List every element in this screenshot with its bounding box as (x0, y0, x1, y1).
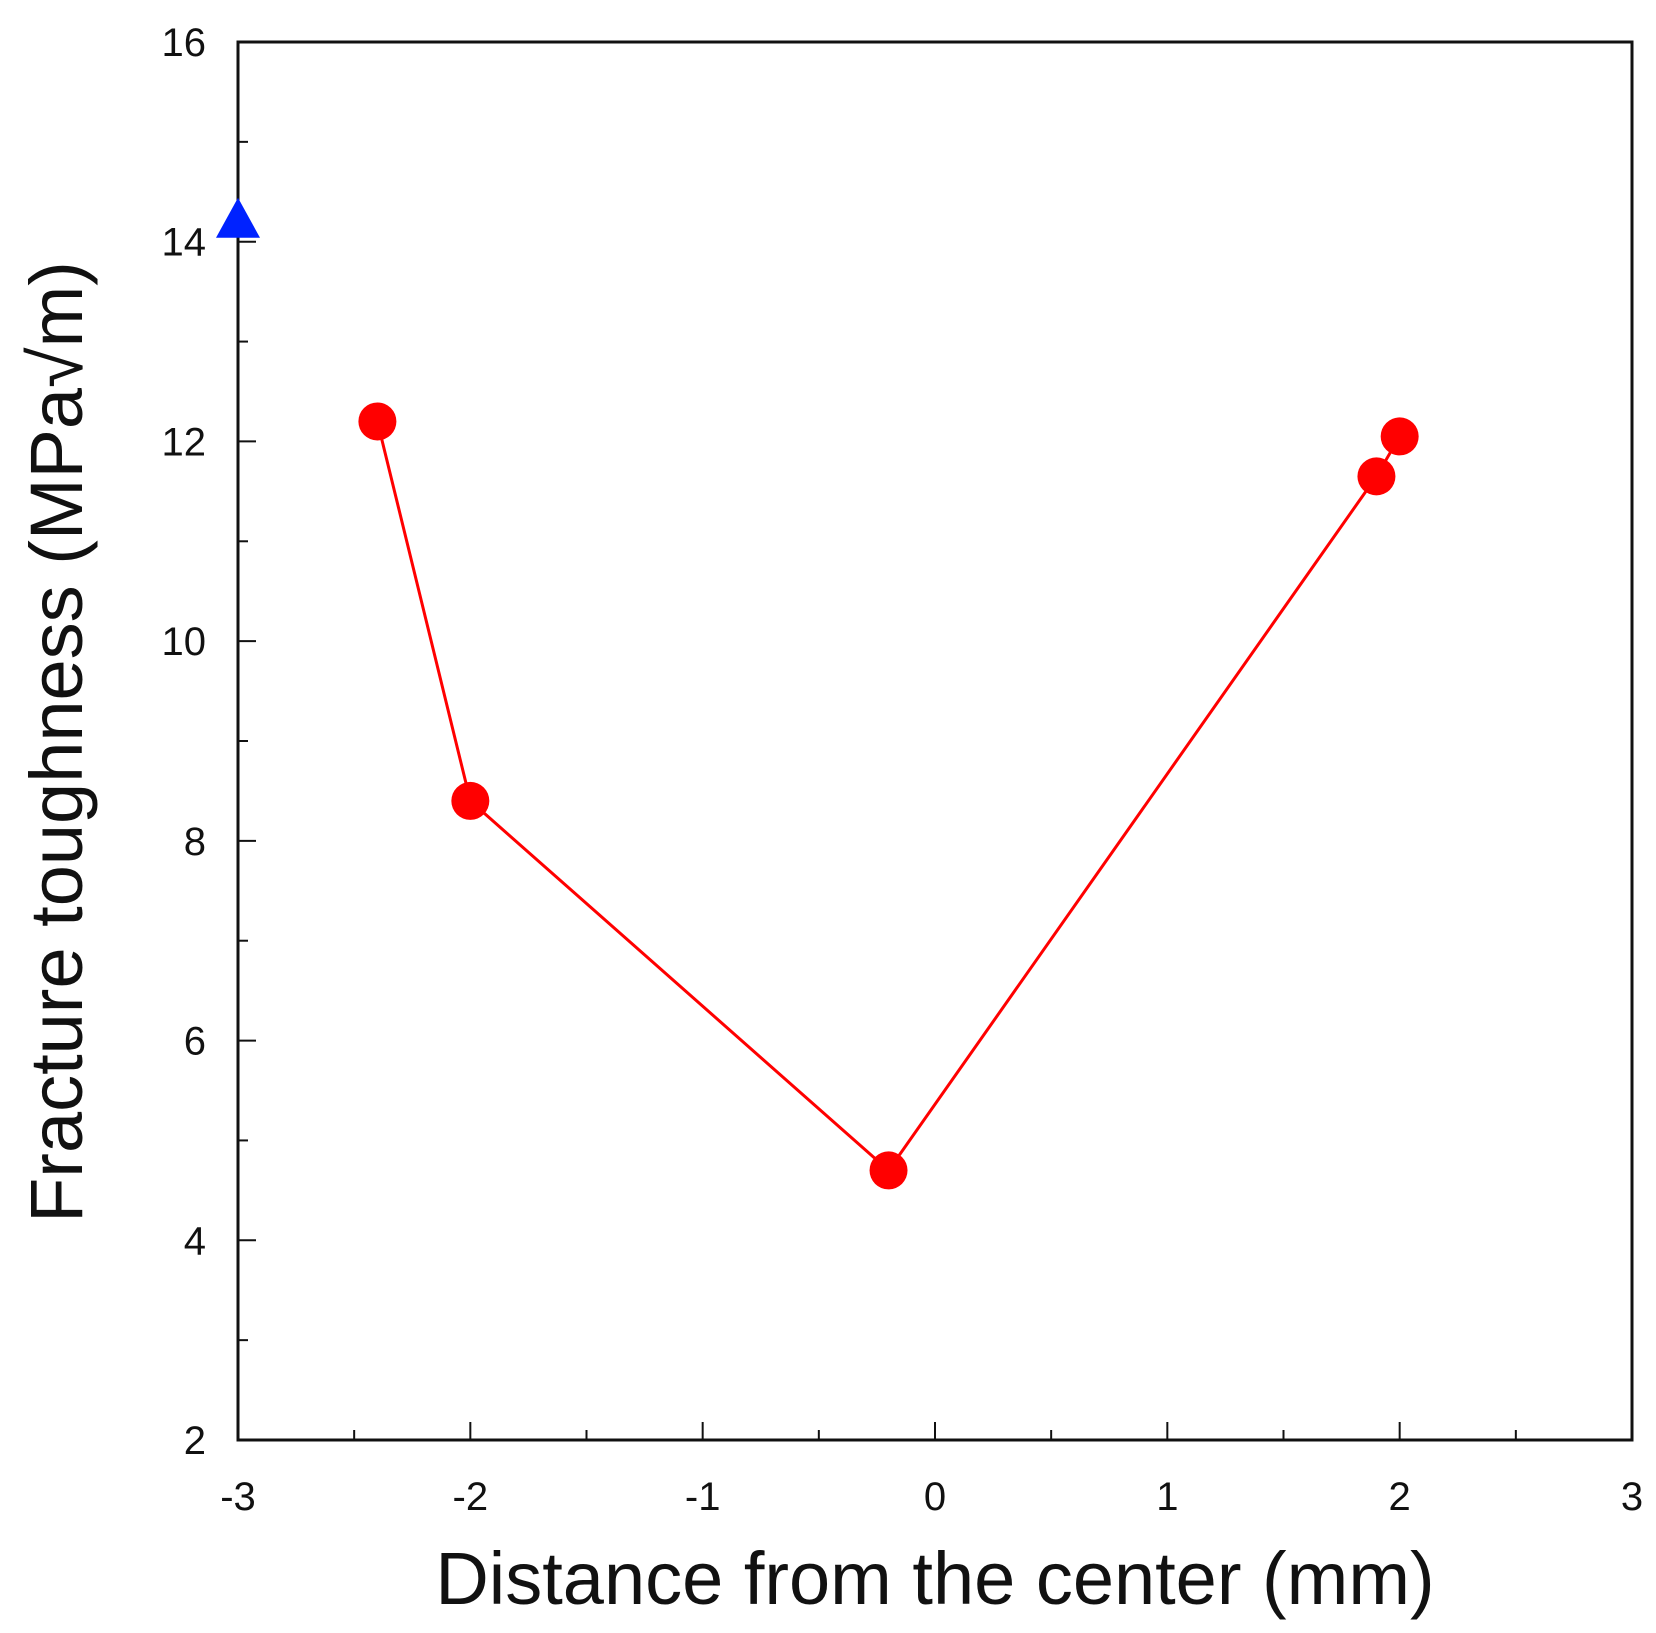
x-tick-label: -1 (685, 1475, 721, 1519)
y-axis-title: Fracture toughness (MPa√m) (15, 261, 98, 1223)
y-tick-label: 14 (162, 221, 207, 265)
x-tick-label: 1 (1156, 1475, 1178, 1519)
axis-ticks (237, 41, 1633, 1441)
data-point-circle (451, 781, 490, 820)
data-point-circle (1357, 457, 1396, 496)
x-tick-label: -2 (453, 1475, 489, 1519)
x-tick-label: 2 (1389, 1475, 1411, 1519)
series-line (375, 421, 1401, 1173)
plot-frame (236, 40, 1634, 1442)
x-tick-label: 0 (924, 1475, 946, 1519)
y-tick-label: 12 (162, 420, 207, 464)
y-tick-label: 2 (184, 1419, 206, 1463)
y-tick-label: 10 (162, 620, 207, 664)
y-tick-label: 16 (162, 21, 207, 65)
y-tick-label: 6 (184, 1020, 206, 1064)
series-lines (375, 421, 1401, 1173)
x-tick-label: 3 (1621, 1475, 1643, 1519)
x-tick-label: -3 (220, 1475, 256, 1519)
y-tick-label: 8 (184, 820, 206, 864)
data-point-circle (358, 402, 397, 441)
data-point-triangle (216, 197, 260, 238)
data-point-circle (1380, 417, 1419, 456)
y-tick-label: 4 (184, 1219, 206, 1263)
data-markers (216, 197, 1419, 1190)
data-point-circle (869, 1151, 908, 1190)
x-axis-title: Distance from the center (mm) (435, 1537, 1434, 1620)
